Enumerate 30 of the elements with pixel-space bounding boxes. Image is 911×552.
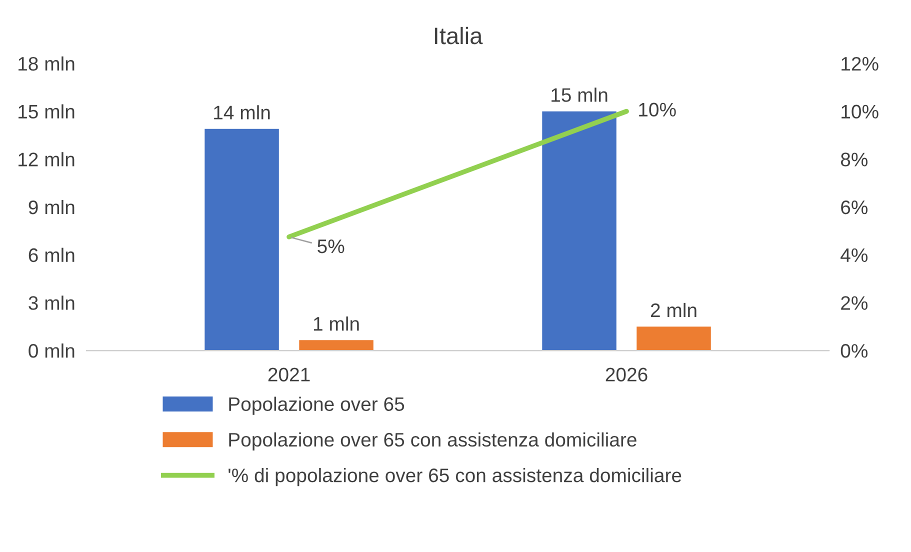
- y2-tick-label: 6%: [841, 200, 868, 214]
- data-label: 2 mln: [650, 302, 696, 318]
- y-tick-label: 0 mln: [28, 343, 74, 358]
- y-tick-label: 6 mln: [28, 248, 74, 262]
- legend-label: '% di popolazione over 65 con assistenza domiciliare: [228, 468, 682, 486]
- legend-label: Popolazione over 65: [229, 396, 404, 415]
- y2-tick-label: 2%: [841, 296, 868, 310]
- bar: [299, 340, 374, 351]
- y2-tick-label: 10%: [842, 104, 878, 119]
- y-tick-label: 3 mln: [28, 296, 74, 310]
- y2-tick-label: 8%: [840, 152, 868, 166]
- y2-tick-label: 4%: [840, 248, 868, 262]
- data-label: 14 mln: [214, 105, 270, 120]
- chart-title: Italia: [435, 26, 483, 44]
- y2-tick-label: 12%: [842, 56, 878, 71]
- legend-label: Popolazione over 65 con assistenza domiciliare: [229, 432, 636, 450]
- y2-tick-label: 0%: [840, 344, 868, 358]
- x-tick-label: 2021: [268, 368, 310, 382]
- bar: [542, 111, 616, 351]
- data-label: 10%: [639, 102, 676, 117]
- x-tick-label: 2026: [606, 368, 648, 382]
- data-label: 5%: [318, 240, 344, 254]
- y-tick-label: 9 mln: [28, 200, 74, 214]
- bar: [204, 128, 279, 351]
- data-label: 15 mln: [552, 88, 608, 102]
- bar: [636, 326, 711, 351]
- y-tick-label: 18 mln: [18, 56, 74, 71]
- y-tick-label: 15 mln: [18, 104, 74, 119]
- y-tick-label: 12 mln: [18, 152, 74, 166]
- data-label: 1 mln: [314, 316, 359, 331]
